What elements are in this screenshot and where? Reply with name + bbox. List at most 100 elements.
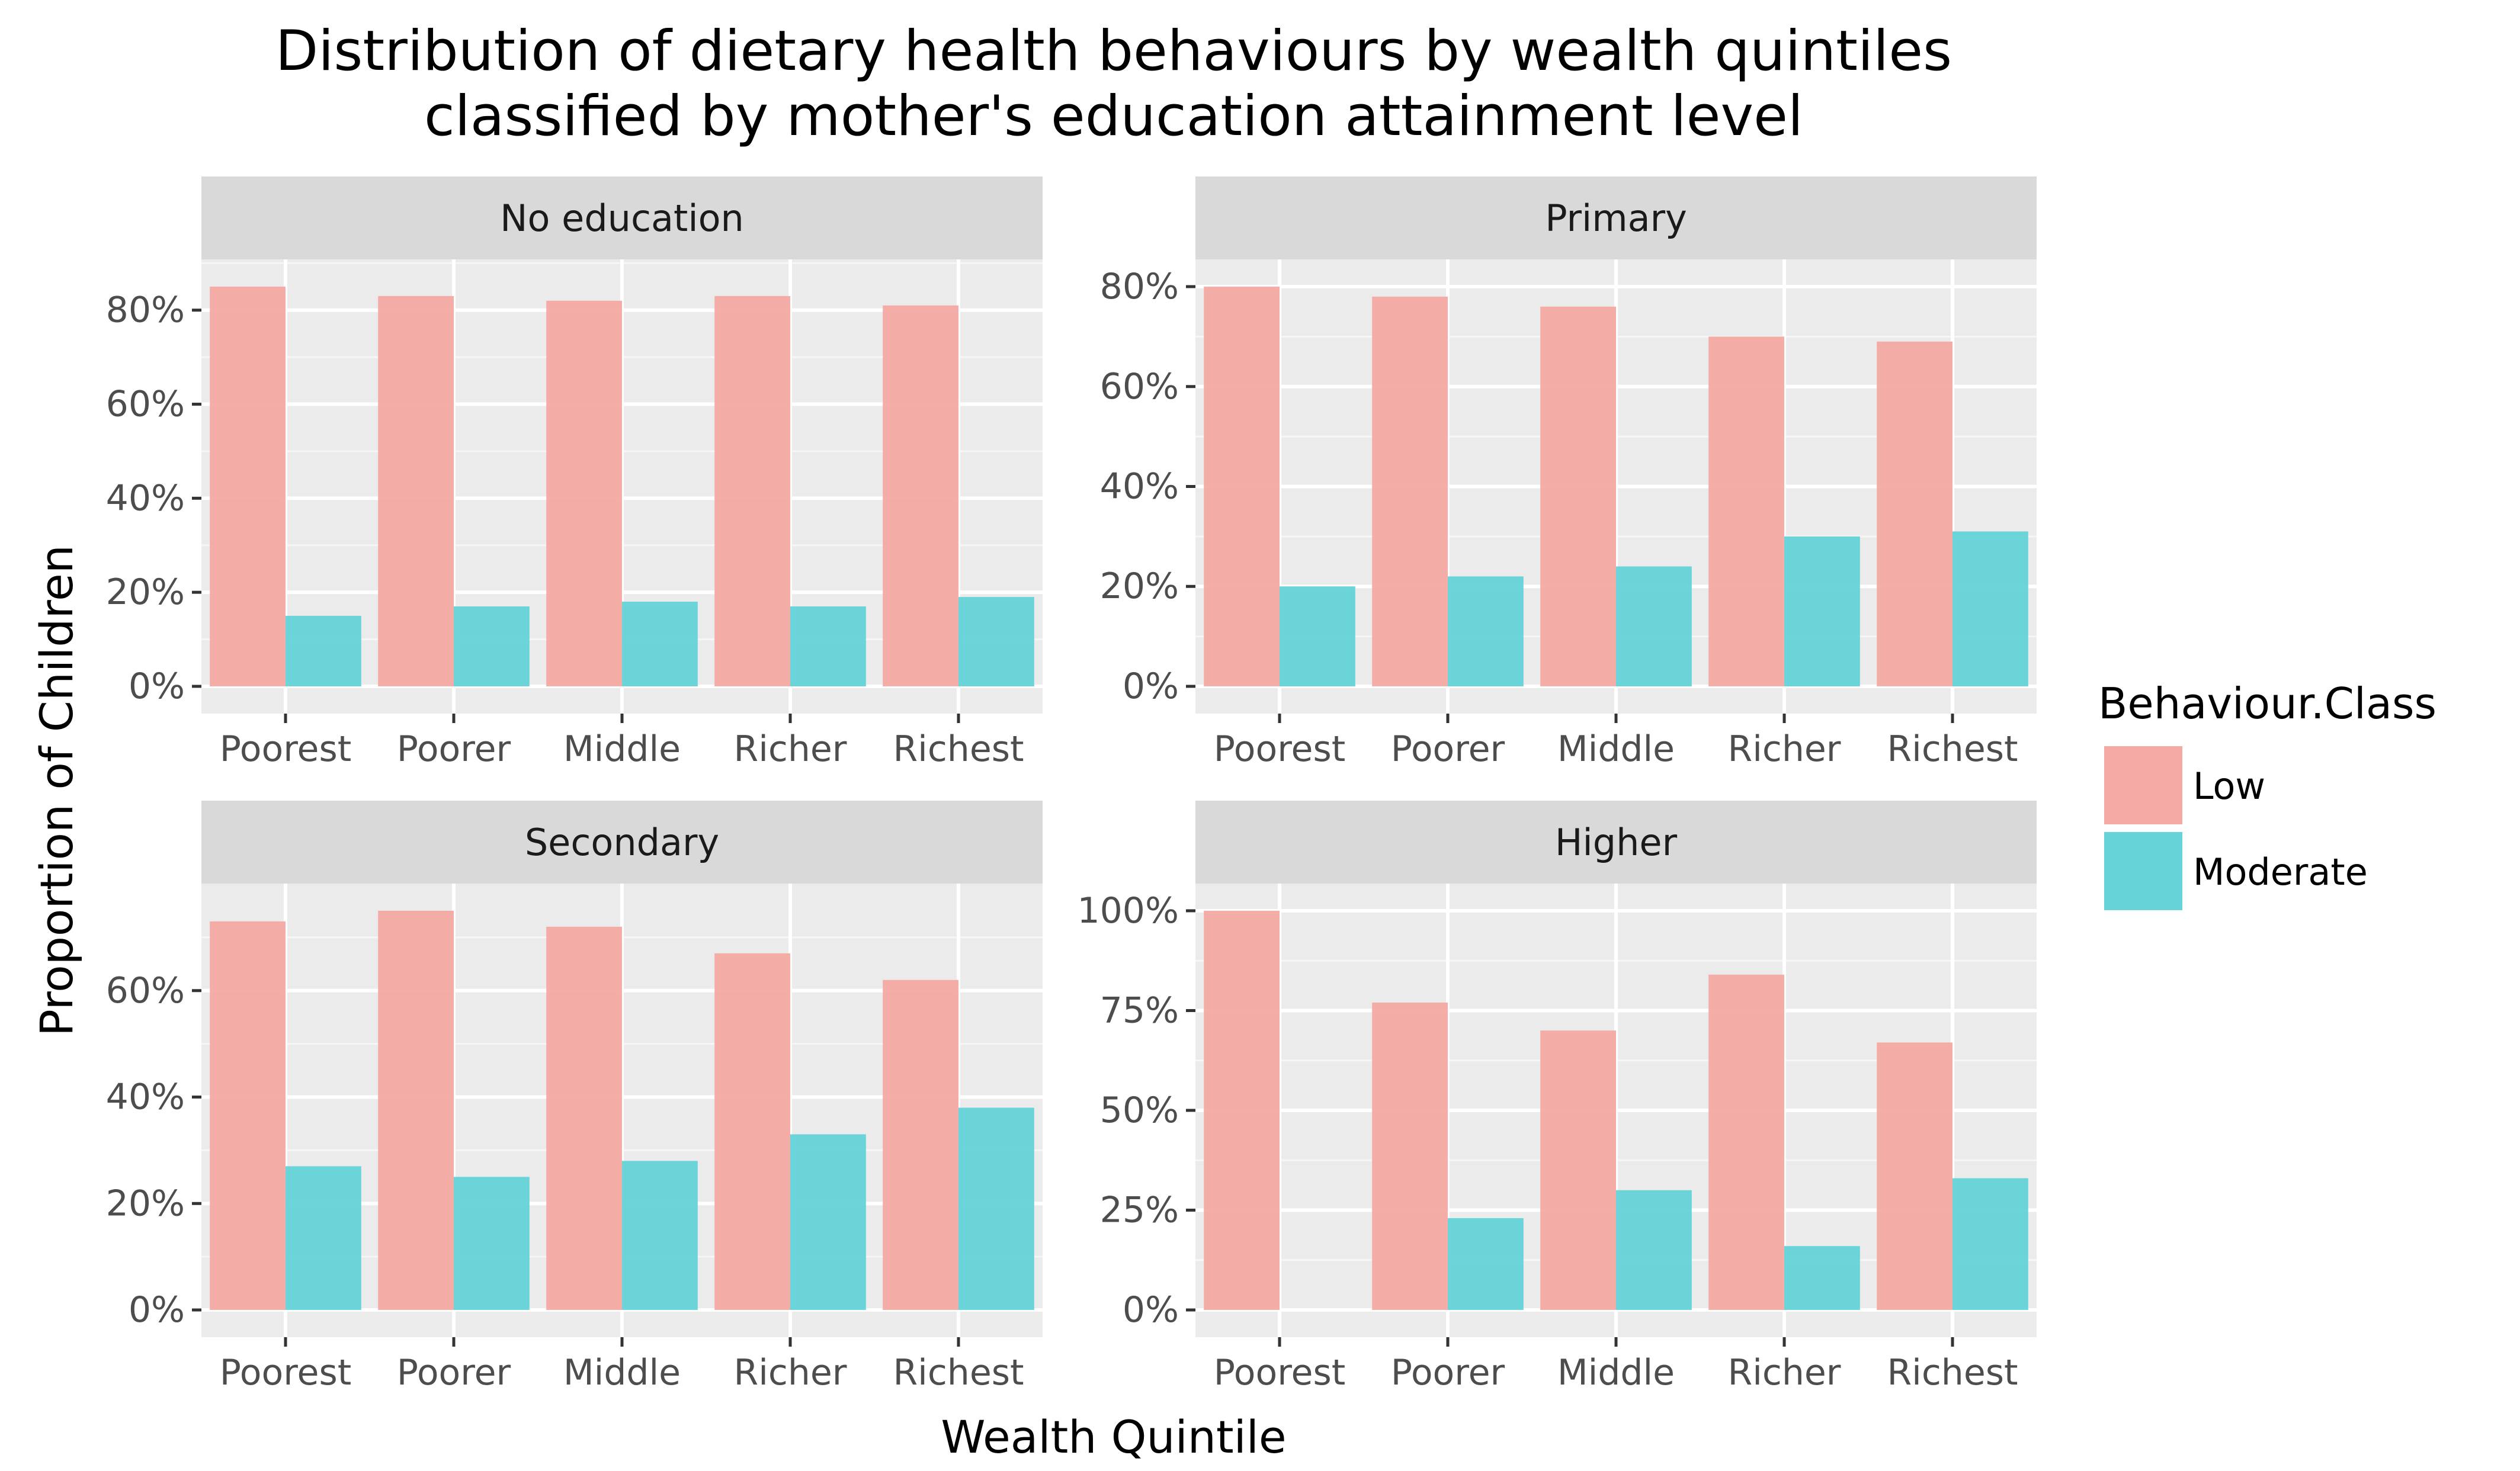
y-tick-label: 20%	[1100, 566, 1179, 607]
x-tick-label-poorest: Poorest	[220, 1352, 352, 1393]
y-tick-label: 0%	[1123, 1289, 1179, 1331]
x-tick-label-richest: Richest	[1887, 728, 2018, 770]
bar-moderate-middle	[622, 602, 698, 686]
strip-label: Secondary	[525, 821, 719, 864]
bar-low-poorest	[1204, 287, 1280, 686]
bar-low-middle	[1540, 306, 1616, 686]
panel-secondary: Secondary 0% 20% 40% 60% Poorest Poorer Middle R…	[106, 801, 1043, 1393]
bar-low-richest	[1877, 341, 1952, 686]
y-tick-label: 60%	[106, 384, 185, 425]
y-tick-label: 60%	[106, 970, 185, 1011]
bar-low-poorer	[1372, 296, 1448, 686]
x-tick-label-richer: Richer	[1728, 1352, 1841, 1393]
strip-background	[1195, 176, 2037, 259]
bar-low-richer	[714, 953, 790, 1311]
strip-label: Primary	[1545, 197, 1687, 240]
bar-moderate-middle	[1616, 566, 1692, 686]
x-tick-label-poorest: Poorest	[220, 728, 352, 770]
x-tick-label-middle: Middle	[1557, 728, 1675, 770]
bar-moderate-poorer	[1448, 576, 1524, 686]
strip-background	[1195, 801, 2037, 884]
bar-moderate-poorest	[1280, 586, 1355, 686]
bar-low-poorest	[210, 287, 286, 686]
bar-moderate-richest	[1952, 531, 2028, 686]
legend-label-low: Low	[2193, 765, 2265, 808]
y-tick-label: 20%	[106, 571, 185, 613]
y-tick-label: 60%	[1100, 366, 1179, 407]
x-axis-title: Wealth Quintile	[941, 1411, 1286, 1463]
x-tick-label-poorer: Poorer	[397, 728, 511, 770]
y-tick-label: 0%	[1123, 666, 1179, 707]
strip-background	[201, 176, 1043, 259]
bar-low-poorer	[378, 296, 454, 686]
panel-higher: Higher 0% 25% 50% 75% 100% Poorest Poorer Middle…	[1077, 801, 2037, 1393]
x-tick-label-poorest: Poorest	[1214, 1352, 1346, 1393]
bar-low-richer	[714, 296, 790, 686]
legend: Behaviour.Class Low Moderate	[2098, 679, 2436, 910]
y-tick-label: 0%	[129, 1289, 185, 1331]
x-tick-label-richest: Richest	[1887, 1352, 2018, 1393]
y-tick-label: 40%	[106, 477, 185, 519]
y-tick-label: 80%	[1100, 266, 1179, 307]
x-tick-label-poorest: Poorest	[1214, 728, 1346, 770]
x-tick-label-richer: Richer	[734, 728, 847, 770]
legend-title: Behaviour.Class	[2098, 679, 2436, 728]
strip-label: Higher	[1555, 821, 1678, 864]
y-tick-label: 40%	[1100, 466, 1179, 508]
x-tick-label-poorer: Poorer	[397, 1352, 511, 1393]
y-tick-label: 25%	[1100, 1190, 1179, 1231]
bar-moderate-poorest	[286, 1166, 361, 1311]
panel-primary: Primary 0% 20% 40% 60% 80% Poorest Poorer Middle…	[1100, 176, 2037, 770]
y-tick-label: 50%	[1100, 1090, 1179, 1131]
bar-moderate-richer	[1784, 536, 1860, 686]
bar-low-poorest	[1204, 910, 1280, 1311]
legend-swatch-moderate	[2104, 832, 2182, 910]
x-tick-label-richest: Richest	[893, 1352, 1024, 1393]
chart-subtitle: classified by mother's education attainm…	[424, 84, 1803, 149]
bar-low-richest	[883, 979, 958, 1311]
y-tick-label: 20%	[106, 1183, 185, 1224]
bar-moderate-poorer	[454, 1177, 530, 1311]
bar-low-poorer	[378, 910, 454, 1311]
bar-moderate-richer	[790, 1134, 866, 1311]
bar-low-richest	[883, 305, 958, 686]
bar-moderate-poorer	[1448, 1218, 1524, 1311]
bar-moderate-middle	[1616, 1190, 1692, 1311]
panel-no-education: No education 0% 20% 40% 60% 80% Poorest Poorer M…	[106, 176, 1043, 770]
bar-low-poorer	[1372, 1002, 1448, 1311]
bar-moderate-poorer	[454, 606, 530, 686]
bar-low-middle	[1540, 1030, 1616, 1311]
x-tick-label-richest: Richest	[893, 728, 1024, 770]
strip-label: No education	[500, 197, 744, 240]
bar-low-middle	[546, 300, 622, 686]
bar-low-richest	[1877, 1042, 1952, 1311]
x-tick-label-poorer: Poorer	[1391, 728, 1505, 770]
facet-panels: No education 0% 20% 40% 60% 80% Poorest Poorer M…	[106, 176, 2037, 1393]
bar-moderate-richer	[1784, 1246, 1860, 1311]
y-tick-label: 75%	[1100, 990, 1179, 1031]
strip-background	[201, 801, 1043, 884]
bar-low-richer	[1708, 336, 1784, 686]
y-tick-label: 0%	[129, 666, 185, 707]
bar-moderate-poorest	[286, 615, 361, 686]
legend-swatch-low	[2104, 746, 2182, 824]
y-tick-label: 80%	[106, 290, 185, 331]
chart-title: Distribution of dietary health behaviour…	[275, 19, 1952, 83]
x-tick-label-poorer: Poorer	[1391, 1352, 1505, 1393]
bar-moderate-richer	[790, 606, 866, 686]
x-tick-label-richer: Richer	[1728, 728, 1841, 770]
bar-moderate-richest	[958, 597, 1034, 686]
bar-low-middle	[546, 926, 622, 1311]
legend-label-moderate: Moderate	[2193, 850, 2368, 894]
y-tick-label: 100%	[1077, 890, 1179, 932]
x-tick-label-richer: Richer	[734, 1352, 847, 1393]
bar-low-richer	[1708, 974, 1784, 1311]
bar-low-poorest	[210, 921, 286, 1311]
bar-moderate-richest	[1952, 1178, 2028, 1311]
x-tick-label-middle: Middle	[1557, 1352, 1675, 1393]
x-tick-label-middle: Middle	[563, 1352, 681, 1393]
y-axis-title: Proportion of Children	[30, 545, 83, 1036]
y-tick-label: 40%	[106, 1077, 185, 1118]
bar-moderate-middle	[622, 1161, 698, 1311]
